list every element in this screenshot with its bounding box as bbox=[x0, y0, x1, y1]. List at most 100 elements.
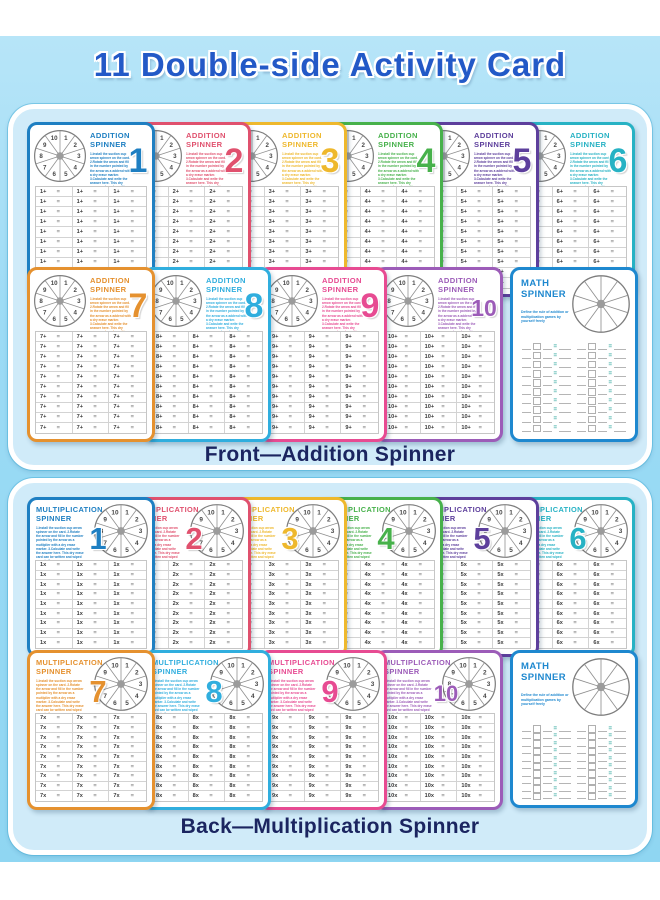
equals-sign: = bbox=[130, 724, 134, 731]
card-number-badge: 4 bbox=[377, 521, 395, 556]
equals-sign: = bbox=[610, 562, 614, 569]
equation-cell: 9+ = bbox=[305, 332, 342, 342]
write-blank bbox=[542, 371, 552, 378]
equation-row: 7+ = 7+ = 7+ = bbox=[36, 392, 146, 403]
svg-text:8: 8 bbox=[196, 528, 200, 535]
blank-equation-row: = = bbox=[519, 770, 629, 778]
equation-cell: 9x = bbox=[268, 743, 305, 752]
equation-operand: 1+ bbox=[76, 259, 84, 266]
equation-operand: 9+ bbox=[345, 424, 352, 431]
blank-equation-cell: = bbox=[519, 424, 574, 433]
equation-operand: 4+ bbox=[364, 198, 372, 205]
equation-cell: 5+= bbox=[493, 217, 530, 226]
equals-sign: = bbox=[381, 640, 385, 647]
equals-sign: = bbox=[325, 715, 329, 722]
equation-operand: 1+ bbox=[76, 218, 84, 225]
write-blank bbox=[522, 779, 531, 784]
equation-operand: 10+ bbox=[424, 404, 435, 411]
equation-row: 7x = 7x = 7x = bbox=[36, 743, 146, 753]
equation-cell: 2+= bbox=[169, 257, 206, 267]
equation-cell: 8+ = bbox=[152, 402, 189, 412]
write-blank bbox=[597, 425, 607, 432]
equation-operand: 10+ bbox=[461, 343, 471, 350]
write-blank bbox=[614, 343, 627, 350]
equation-operand: 3+ bbox=[268, 259, 276, 266]
equals-sign: = bbox=[172, 715, 176, 722]
equation-operand: 6+ bbox=[556, 228, 564, 235]
equation-operand: 5+ bbox=[497, 259, 504, 266]
equation-cell: 6+= bbox=[553, 247, 590, 257]
equals-sign: = bbox=[56, 724, 60, 731]
equation-operand: 1x bbox=[113, 629, 120, 636]
equation-cell: 5+= bbox=[493, 258, 530, 267]
equation-operand: 1+ bbox=[113, 249, 120, 256]
equals-sign: = bbox=[130, 249, 134, 256]
equation-operand: 1+ bbox=[40, 188, 47, 195]
equation-operand: 10+ bbox=[461, 333, 471, 340]
equation-row: 10+ = 10+ = 10+ = bbox=[384, 332, 494, 343]
equals-sign: = bbox=[56, 188, 60, 195]
equals-sign: = bbox=[93, 363, 97, 370]
equals-sign: = bbox=[418, 591, 422, 598]
write-blank bbox=[542, 764, 552, 769]
equation-row: 10x = 10x = 10x = bbox=[384, 781, 494, 792]
equation-cell: 8x = bbox=[189, 772, 226, 781]
svg-text:8: 8 bbox=[387, 298, 391, 305]
equation-operand: 1+ bbox=[113, 188, 120, 195]
equation-operand: 8+ bbox=[229, 414, 236, 421]
equation-row: 1x = 1x = 1x = bbox=[36, 628, 146, 639]
card-heading: ADDITION SPINNER bbox=[322, 276, 362, 294]
svg-text:6: 6 bbox=[284, 316, 288, 323]
equation-cell: 1x = bbox=[73, 619, 110, 628]
equation-row: 7x = 7x = 7x = bbox=[36, 781, 146, 792]
equation-cell: 9+ = bbox=[305, 342, 342, 352]
equation-operand: 9x bbox=[308, 763, 315, 770]
equals-sign: = bbox=[418, 629, 422, 636]
equation-operand: 5+ bbox=[460, 198, 468, 205]
equals-sign: = bbox=[130, 414, 134, 421]
equation-cell: 7x = bbox=[36, 772, 73, 781]
operator-box bbox=[533, 792, 541, 800]
equals-sign: = bbox=[130, 591, 134, 598]
equation-row: 10x = 10x = 10x = bbox=[384, 714, 494, 724]
equation-operand: 2x bbox=[172, 620, 179, 627]
card-number-badge: 8 bbox=[205, 674, 223, 709]
equation-operand: 5x bbox=[497, 591, 504, 598]
equation-cell: 8+ = bbox=[225, 393, 262, 402]
equation-cell: 1+ = bbox=[109, 248, 146, 257]
equation-cell: 2x= bbox=[205, 561, 242, 570]
svg-text:9: 9 bbox=[391, 517, 395, 524]
equals-sign: = bbox=[477, 198, 481, 205]
equation-operand: 10x bbox=[424, 744, 434, 751]
equation-operand: 2x bbox=[172, 610, 179, 617]
equals-sign: = bbox=[130, 333, 134, 340]
equation-operand: 9+ bbox=[308, 404, 316, 411]
svg-text:1: 1 bbox=[357, 663, 361, 670]
equation-operand: 5x bbox=[460, 591, 467, 598]
blank-equation-cell: = bbox=[574, 732, 629, 740]
equation-cell: 1x = bbox=[109, 590, 146, 599]
operator-box bbox=[533, 388, 541, 396]
equals-sign: = bbox=[288, 363, 292, 370]
equation-operand: 9+ bbox=[272, 394, 279, 401]
equation-operand: 3+ bbox=[305, 228, 312, 235]
equation-cell: 5+ = bbox=[457, 197, 494, 207]
equals-sign: = bbox=[404, 734, 408, 741]
write-blank bbox=[559, 389, 572, 396]
equation-operand: 4x bbox=[364, 629, 371, 636]
write-blank bbox=[522, 343, 531, 350]
equation-operand: 5+ bbox=[460, 259, 468, 266]
equation-cell: 8+ = bbox=[225, 332, 262, 341]
equation-operand: 1+ bbox=[76, 249, 84, 256]
equals-sign: = bbox=[514, 600, 518, 607]
equals-sign: = bbox=[246, 793, 250, 800]
equation-cell: 8x = bbox=[225, 753, 262, 762]
equation-row: 1x = 1x = 1x = bbox=[36, 599, 146, 610]
equation-operand: 3+ bbox=[305, 249, 312, 256]
equation-cell: 7+ = bbox=[73, 362, 110, 372]
write-blank bbox=[542, 756, 552, 762]
equals-sign: = bbox=[93, 640, 97, 647]
equation-operand: 10x bbox=[461, 782, 471, 789]
equation-operand: 5+ bbox=[497, 249, 504, 256]
